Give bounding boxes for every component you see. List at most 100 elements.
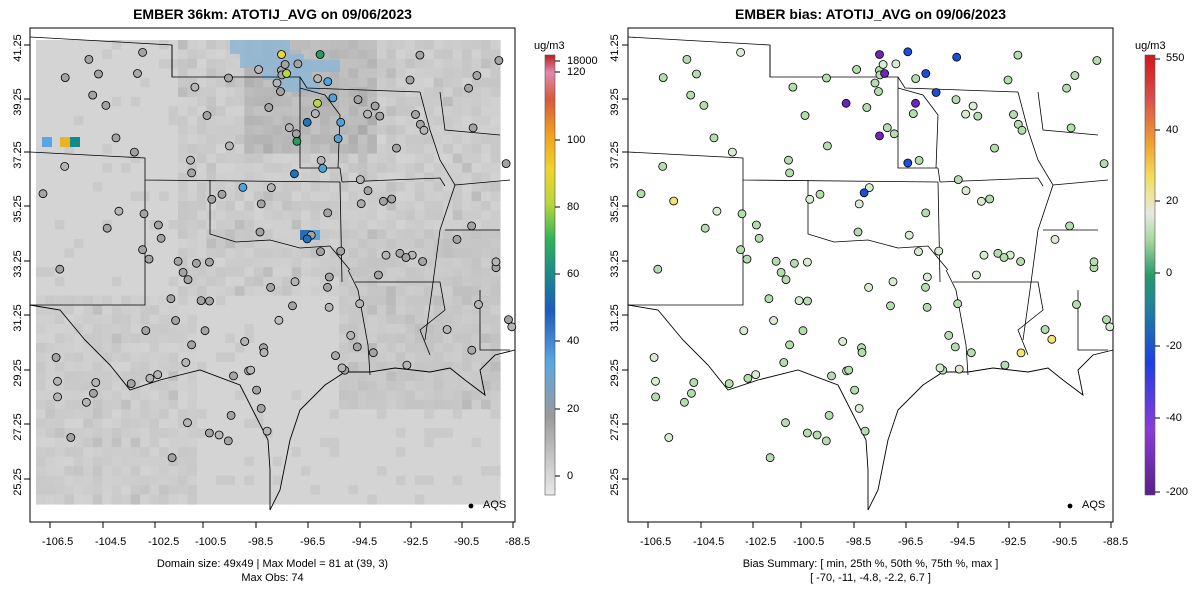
aqs-site (138, 48, 148, 57)
aqs-site (291, 129, 301, 139)
aqs-site (324, 272, 334, 282)
right-cbar-label: -200 (1166, 486, 1189, 498)
state-boundary (939, 177, 1044, 187)
aqs-site-highlight (467, 345, 477, 355)
aqs-site (256, 199, 266, 209)
aqs-site (649, 353, 659, 362)
right-x-tick: -104.5 (693, 536, 725, 548)
left-y-tick: 27.25 (12, 413, 24, 441)
right-state-boundaries (627, 36, 1114, 511)
left-y-tick: 37.25 (12, 141, 24, 169)
left-cbar-label: 20 (567, 403, 580, 415)
aqs-site (468, 123, 478, 133)
right-cbar-label: 40 (1166, 124, 1179, 136)
aqs-site (472, 71, 482, 80)
state-boundary (439, 91, 501, 136)
aqs-site (1102, 315, 1111, 325)
aqs-site (751, 370, 761, 380)
aqs-site (346, 330, 356, 340)
aqs-site (264, 103, 274, 112)
aqs-site (111, 133, 121, 143)
left-y-tick: 35.25 (12, 195, 24, 223)
left-x-tick: -104.5 (95, 536, 127, 548)
aqs-site (922, 272, 932, 282)
aqs-site (658, 161, 668, 171)
left-cbar-label: 120 (567, 66, 586, 78)
aqs-site (742, 254, 752, 264)
aqs-site (844, 365, 854, 375)
aqs-site (914, 155, 924, 165)
aqs-site (990, 143, 999, 153)
aqs-site (1013, 50, 1023, 60)
state-boundary (897, 87, 939, 169)
aqs-site (968, 101, 978, 111)
aqs-site (280, 60, 290, 69)
aqs-site (651, 392, 660, 402)
left-x-tick: -98.5 (248, 536, 274, 548)
aqs-site (852, 65, 861, 74)
aqs-site (60, 73, 70, 82)
aqs-site (402, 360, 412, 370)
aqs-site-highlight (336, 117, 346, 127)
aqs-site (854, 403, 864, 413)
aqs-site (798, 326, 808, 336)
aqs-site (38, 189, 48, 199)
aqs-site (993, 248, 1003, 258)
aqs-site (803, 296, 812, 306)
aqs-site (288, 301, 297, 311)
aqs-site (60, 161, 70, 171)
aqs-site (862, 103, 872, 112)
state-boundary (937, 167, 941, 183)
aqs-site (153, 370, 163, 380)
left-cbar-label: 60 (567, 268, 580, 280)
aqs-site (736, 48, 745, 57)
aqs-site-highlight (333, 134, 343, 144)
aqs-site (1003, 75, 1013, 85)
aqs-site (337, 363, 347, 373)
state-boundary (628, 180, 744, 306)
aqs-site (313, 74, 323, 83)
aqs-site-highlight (302, 117, 312, 127)
aqs-site (323, 282, 332, 292)
smoke-plume-cell (230, 40, 290, 54)
aqs-site (1017, 125, 1027, 135)
aqs-site (737, 209, 747, 219)
aqs-site (316, 155, 326, 165)
state-boundary (627, 151, 939, 183)
left-y-tick: 31.25 (12, 304, 24, 332)
aqs-site (911, 74, 921, 83)
aqs-site (784, 155, 793, 165)
aqs-site (951, 95, 961, 104)
state-boundary (1052, 179, 1109, 186)
coastline (29, 304, 516, 511)
aqs-site (977, 196, 986, 206)
aqs-site (985, 194, 995, 204)
aqs-site (395, 248, 405, 258)
left-y-tick: 29.25 (12, 359, 24, 387)
left-colorbar (544, 54, 556, 496)
left-cbar-label: 18000 (567, 55, 598, 67)
aqs-site (838, 337, 848, 346)
aqs-site (373, 270, 383, 280)
aqs-site-highlight (952, 52, 962, 62)
aqs-site (507, 322, 517, 332)
aqs-site (636, 189, 646, 199)
aqs-site (864, 183, 874, 193)
state-boundary (1037, 91, 1099, 136)
aqs-site (156, 233, 166, 243)
state-boundary (627, 36, 1019, 93)
right-y-tick: 27.25 (609, 413, 621, 441)
aqs-site (790, 258, 799, 268)
right-map-frame (627, 27, 1114, 523)
aqs-site (226, 410, 236, 420)
right-y-tick: 41.25 (609, 34, 621, 62)
aqs-site (368, 348, 378, 358)
aqs-site (922, 302, 932, 312)
aqs-site (776, 267, 786, 277)
right-y-tick: 29.25 (609, 359, 621, 387)
aqs-site (889, 129, 899, 139)
aqs-site (700, 223, 710, 233)
aqs-site-highlight (859, 188, 869, 198)
left-x-tick: -90.5 (454, 536, 480, 548)
